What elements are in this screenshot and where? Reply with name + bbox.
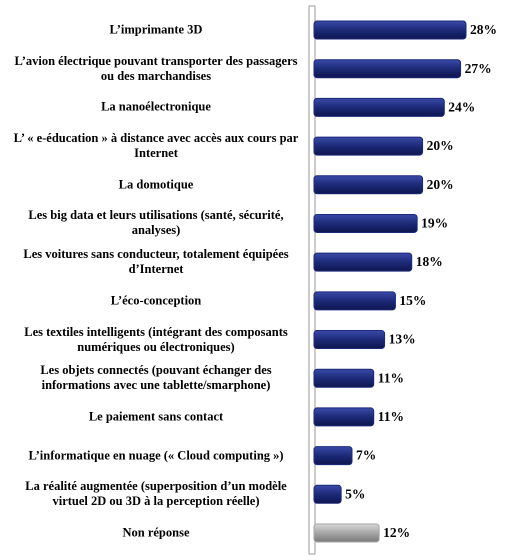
value-label: 19% (421, 216, 448, 231)
category-label: Les textiles intelligents (intégrant des… (24, 324, 288, 354)
bar (313, 97, 445, 117)
value-label: 5% (345, 486, 365, 501)
category-label: Les big data et leurs utilisations (sant… (28, 208, 284, 238)
category-label: L’informatique en nuage (« Cloud computi… (28, 448, 284, 463)
bar (313, 213, 418, 233)
bar (313, 136, 424, 156)
category-label: La domotique (118, 177, 194, 192)
bar (313, 175, 424, 195)
value-label: 11% (378, 370, 404, 385)
value-label: 15% (399, 293, 426, 308)
value-label: 12% (383, 525, 410, 540)
bar (313, 59, 462, 79)
bar (313, 330, 386, 350)
bar (313, 291, 396, 311)
bar (313, 446, 353, 466)
category-label: Les objets connectés (pouvant échanger d… (40, 363, 272, 393)
bar (313, 407, 375, 427)
value-label: 24% (448, 99, 475, 114)
value-label: 20% (427, 138, 454, 153)
category-label: L’avion électrique pouvant transporter d… (14, 53, 298, 83)
value-label: 18% (416, 254, 443, 269)
bar (313, 368, 375, 388)
bar (313, 484, 342, 504)
bar (313, 523, 380, 543)
axis-frame (308, 5, 316, 555)
category-label: La nanoélectronique (101, 99, 211, 114)
category-label: La réalité augmentée (superposition d’un… (25, 479, 287, 509)
bar (313, 252, 413, 272)
value-label: 27% (465, 61, 492, 76)
value-label: 20% (427, 177, 454, 192)
value-label: 7% (356, 448, 376, 463)
bar (313, 20, 467, 40)
value-label: 13% (389, 332, 416, 347)
value-label: 11% (378, 409, 404, 424)
category-label: Le paiement sans contact (88, 409, 224, 424)
category-label: L’ « e-éducation » à distance avec accès… (13, 131, 299, 161)
category-label: L’éco-conception (110, 293, 202, 308)
category-label: L’imprimante 3D (109, 22, 203, 37)
category-label: Les voitures sans conducteur, totalement… (23, 247, 289, 277)
category-label: Non réponse (122, 525, 190, 540)
value-label: 28% (470, 22, 497, 37)
